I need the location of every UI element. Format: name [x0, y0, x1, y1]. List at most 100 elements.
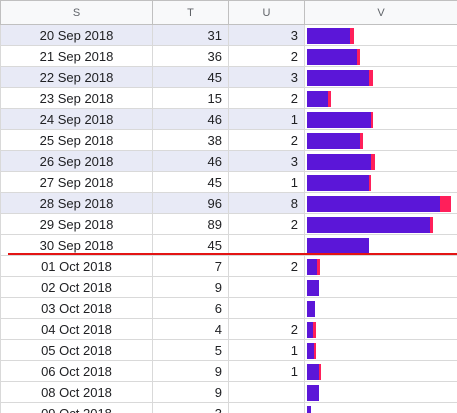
value-u-cell[interactable]: [228, 402, 305, 413]
value-u-cell[interactable]: 1: [228, 360, 305, 382]
sparkline-cell[interactable]: [304, 297, 457, 319]
sparkline-bar: [307, 238, 369, 254]
value-t-cell[interactable]: 7: [152, 255, 229, 277]
sparkline-bar: [307, 49, 360, 65]
value-t-cell[interactable]: 4: [152, 318, 229, 340]
value-u-cell[interactable]: 1: [228, 339, 305, 361]
table-row: 21 Sep 2018 36 2: [0, 45, 457, 67]
value-u-cell[interactable]: 2: [228, 318, 305, 340]
value-u-cell[interactable]: 1: [228, 108, 305, 130]
value-t-cell[interactable]: 3: [152, 402, 229, 413]
sparkline-bar: [307, 259, 320, 275]
date-cell[interactable]: 05 Oct 2018: [0, 339, 153, 361]
value-t-cell[interactable]: 6: [152, 297, 229, 319]
column-header-s[interactable]: S: [0, 0, 153, 25]
value-t-cell[interactable]: 45: [152, 171, 229, 193]
value-u-cell[interactable]: 2: [228, 255, 305, 277]
value-t-cell[interactable]: 9: [152, 360, 229, 382]
sparkline-segment-t: [307, 49, 357, 65]
date-cell[interactable]: 04 Oct 2018: [0, 318, 153, 340]
value-t-cell[interactable]: 9: [152, 381, 229, 403]
value-u-cell[interactable]: 2: [228, 87, 305, 109]
date-cell[interactable]: 09 Oct 2018: [0, 402, 153, 413]
date-cell[interactable]: 27 Sep 2018: [0, 171, 153, 193]
date-cell[interactable]: 24 Sep 2018: [0, 108, 153, 130]
value-u-cell[interactable]: [228, 297, 305, 319]
sparkline-bar: [307, 343, 316, 359]
sparkline-cell[interactable]: [304, 381, 457, 403]
value-u-cell[interactable]: 1: [228, 171, 305, 193]
sparkline-bar: [307, 385, 319, 401]
value-u-cell[interactable]: 3: [228, 150, 305, 172]
date-cell[interactable]: 01 Oct 2018: [0, 255, 153, 277]
column-header-u[interactable]: U: [228, 0, 305, 25]
sparkline-cell[interactable]: [304, 402, 457, 413]
value-t-cell[interactable]: 15: [152, 87, 229, 109]
value-t-cell[interactable]: 31: [152, 24, 229, 46]
sparkline-segment-t: [307, 91, 328, 107]
value-t-cell[interactable]: 96: [152, 192, 229, 214]
sparkline-cell[interactable]: [304, 213, 457, 235]
value-t-cell[interactable]: 46: [152, 108, 229, 130]
value-u-cell[interactable]: 3: [228, 66, 305, 88]
sparkline-bar: [307, 112, 373, 128]
sparkline-segment-t: [307, 196, 440, 212]
date-cell[interactable]: 02 Oct 2018: [0, 276, 153, 298]
sparkline-cell[interactable]: [304, 276, 457, 298]
table-row: 09 Oct 2018 3: [0, 402, 457, 413]
date-cell[interactable]: 26 Sep 2018: [0, 150, 153, 172]
date-cell[interactable]: 29 Sep 2018: [0, 213, 153, 235]
date-cell[interactable]: 25 Sep 2018: [0, 129, 153, 151]
sparkline-cell[interactable]: [304, 234, 457, 256]
value-u-cell[interactable]: 2: [228, 213, 305, 235]
date-cell[interactable]: 21 Sep 2018: [0, 45, 153, 67]
sparkline-cell[interactable]: [304, 129, 457, 151]
value-u-cell[interactable]: [228, 381, 305, 403]
sparkline-cell[interactable]: [304, 339, 457, 361]
date-cell[interactable]: 20 Sep 2018: [0, 24, 153, 46]
date-cell[interactable]: 08 Oct 2018: [0, 381, 153, 403]
date-cell[interactable]: 22 Sep 2018: [0, 66, 153, 88]
value-u-cell[interactable]: 2: [228, 45, 305, 67]
date-cell[interactable]: 23 Sep 2018: [0, 87, 153, 109]
sparkline-cell[interactable]: [304, 150, 457, 172]
value-u-cell[interactable]: 8: [228, 192, 305, 214]
value-t-cell[interactable]: 46: [152, 150, 229, 172]
sparkline-bar: [307, 301, 315, 317]
value-u-cell[interactable]: [228, 276, 305, 298]
sparkline-cell[interactable]: [304, 360, 457, 382]
date-cell[interactable]: 03 Oct 2018: [0, 297, 153, 319]
value-t-cell[interactable]: 5: [152, 339, 229, 361]
table-body: 20 Sep 2018 31 3 21 Sep 2018 36 2 22 Sep 2018 4…: [0, 24, 457, 413]
value-t-cell[interactable]: 36: [152, 45, 229, 67]
sparkline-cell[interactable]: [304, 24, 457, 46]
column-header-t[interactable]: T: [152, 0, 229, 25]
date-cell[interactable]: 28 Sep 2018: [0, 192, 153, 214]
column-header-v[interactable]: V: [304, 0, 457, 25]
value-t-cell[interactable]: 45: [152, 66, 229, 88]
sparkline-cell[interactable]: [304, 87, 457, 109]
sparkline-cell[interactable]: [304, 66, 457, 88]
value-t-cell[interactable]: 38: [152, 129, 229, 151]
table-row: 29 Sep 2018 89 2: [0, 213, 457, 235]
sparkline-cell[interactable]: [304, 171, 457, 193]
column-header-row: S T U V: [0, 0, 457, 25]
value-u-cell[interactable]: 3: [228, 24, 305, 46]
sparkline-bar: [307, 322, 316, 338]
sparkline-bar: [307, 196, 451, 212]
sparkline-cell[interactable]: [304, 108, 457, 130]
sparkline-cell[interactable]: [304, 45, 457, 67]
sparkline-cell[interactable]: [304, 255, 457, 277]
table-row: 03 Oct 2018 6: [0, 297, 457, 319]
sparkline-cell[interactable]: [304, 192, 457, 214]
sparkline-segment-u: [369, 175, 371, 191]
date-cell[interactable]: 06 Oct 2018: [0, 360, 153, 382]
sparkline-bar: [307, 406, 311, 413]
value-t-cell[interactable]: 89: [152, 213, 229, 235]
sparkline-segment-u: [328, 91, 331, 107]
sparkline-cell[interactable]: [304, 318, 457, 340]
value-t-cell[interactable]: 9: [152, 276, 229, 298]
value-u-cell[interactable]: 2: [228, 129, 305, 151]
sparkline-segment-u: [371, 112, 373, 128]
